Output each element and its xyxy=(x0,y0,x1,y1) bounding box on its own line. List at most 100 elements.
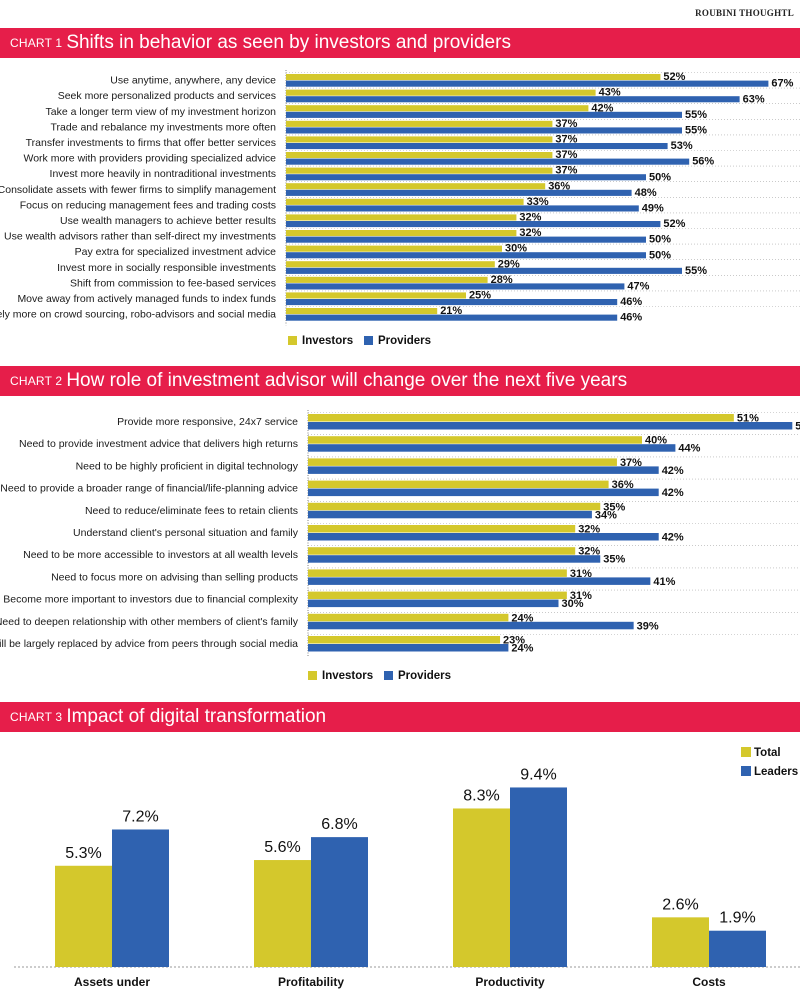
chart2-title-banner: CHART 2 How role of investment advisor w… xyxy=(0,366,800,396)
bar-providers xyxy=(308,555,601,563)
category-label: Invest more in socially responsible inve… xyxy=(57,262,276,274)
bar-providers xyxy=(286,252,646,259)
data-label-investors: 51% xyxy=(737,413,759,425)
bar-providers xyxy=(286,96,740,103)
data-label-investors: 36% xyxy=(612,479,634,491)
data-label-providers: 56% xyxy=(692,156,714,168)
data-label-investors: 25% xyxy=(469,290,491,302)
chart1-tag: CHART 1 xyxy=(10,36,63,50)
data-label-providers: 58% xyxy=(795,421,800,433)
category-label: Transfer investments to firms that offer… xyxy=(26,137,276,149)
category-label: Work more with providers providing speci… xyxy=(24,153,277,165)
category-label: Provide more responsive, 24x7 service xyxy=(117,416,298,428)
bar-investors xyxy=(308,636,501,644)
data-label-providers: 48% xyxy=(635,187,657,199)
data-label-investors: 31% xyxy=(570,590,592,602)
bar-providers xyxy=(286,205,639,212)
category-label: Need to reduce/eliminate fees to retain … xyxy=(85,505,298,517)
data-label-providers: 50% xyxy=(649,171,671,183)
bar-investors xyxy=(308,436,642,444)
bar-providers xyxy=(308,533,659,541)
data-label-providers: 47% xyxy=(627,281,649,293)
legend-swatch-leaders xyxy=(741,766,751,776)
category-label: Profitability xyxy=(278,975,344,989)
category-label: Take a longer term view of my investment… xyxy=(45,106,276,118)
category-label: Understand client's personal situation a… xyxy=(73,527,299,539)
data-label-investors: 35% xyxy=(603,501,625,513)
bar-investors xyxy=(308,502,601,511)
category-label: Need to be more accessible to investors … xyxy=(23,549,298,561)
bar-providers xyxy=(286,189,632,196)
legend-label-providers: Providers xyxy=(378,335,431,347)
data-label-providers: 41% xyxy=(653,576,675,588)
data-label-investors: 33% xyxy=(527,196,549,208)
data-label-investors: 37% xyxy=(555,134,577,146)
bar-providers xyxy=(308,577,651,585)
data-label-investors: 37% xyxy=(620,457,642,469)
bar-leaders xyxy=(311,837,368,967)
data-label-total: 2.6% xyxy=(662,896,698,913)
bar-providers xyxy=(308,644,509,652)
bar-providers xyxy=(286,267,682,274)
chart1-plot: Use anytime, anywhere, any device 52% 67% S… xyxy=(0,70,800,347)
category-label: Pay extra for specialized investment adv… xyxy=(75,246,277,258)
data-label-providers: 50% xyxy=(649,249,671,261)
data-label-providers: 52% xyxy=(663,218,685,230)
bar-investors xyxy=(308,480,609,489)
category-label: Will be largely replaced by advice from … xyxy=(0,638,298,650)
data-label-providers: 39% xyxy=(637,620,659,632)
bar-investors xyxy=(308,613,509,622)
legend-label-leaders: Leaders xyxy=(754,766,798,778)
data-label-investors: 36% xyxy=(548,180,570,192)
data-label-investors: 43% xyxy=(599,87,621,99)
bar-investors xyxy=(308,569,567,577)
data-label-providers: 63% xyxy=(743,93,765,105)
data-label-total: 8.3% xyxy=(463,787,499,804)
bar-providers xyxy=(308,488,659,497)
legend-swatch-providers xyxy=(384,671,393,680)
data-label-investors: 32% xyxy=(519,212,541,224)
bar-providers xyxy=(308,599,559,608)
data-label-providers: 55% xyxy=(685,125,707,137)
category-label: Need to focus more on advising than sell… xyxy=(51,571,298,583)
bar-investors xyxy=(286,152,553,159)
category-label: Invest more heavily in nontraditional in… xyxy=(50,168,276,180)
chart3-title-banner: CHART 3 Impact of digital transformation xyxy=(0,702,800,732)
data-label-providers: 55% xyxy=(685,109,707,121)
data-label-investors: 52% xyxy=(663,71,685,83)
data-label-investors: 28% xyxy=(491,274,513,286)
publisher-brand: ROUBINI THOUGHTL xyxy=(695,8,794,18)
bar-investors xyxy=(286,74,661,81)
category-label: Need to deepen relationship with other m… xyxy=(0,616,299,628)
bar-providers xyxy=(308,444,676,452)
data-label-investors: 37% xyxy=(555,165,577,177)
data-label-investors: 23% xyxy=(503,635,525,647)
category-label: Need to be highly proficient in digital … xyxy=(76,460,299,472)
bar-investors xyxy=(286,276,488,283)
data-label-leaders: 6.8% xyxy=(321,816,357,833)
bar-investors xyxy=(286,136,553,143)
bar-providers xyxy=(308,422,793,430)
legend-label-providers: Providers xyxy=(398,670,451,682)
category-label: Use wealth advisors rather than self-dir… xyxy=(4,231,276,243)
bar-investors xyxy=(286,198,524,205)
bar-investors xyxy=(286,261,495,268)
legend-swatch-investors xyxy=(308,671,317,680)
bar-total xyxy=(453,808,510,967)
category-label: Trade and rebalance my investments more … xyxy=(51,121,277,133)
category-label: Costs xyxy=(692,975,726,989)
category-label: Shift from commission to fee-based servi… xyxy=(70,277,276,289)
bar-investors xyxy=(286,105,589,112)
data-label-investors: 37% xyxy=(555,149,577,161)
data-label-providers: 50% xyxy=(649,234,671,246)
data-label-providers: 42% xyxy=(662,532,684,544)
bar-providers xyxy=(286,127,682,134)
bar-investors xyxy=(308,414,734,422)
bar-providers xyxy=(286,80,769,87)
bar-total xyxy=(652,917,709,967)
bar-providers xyxy=(286,283,625,290)
chart2: Provide more responsive, 24x7 service 51%… xyxy=(0,400,800,690)
bar-total xyxy=(254,860,311,967)
category-label: Use anytime, anywhere, any device xyxy=(110,75,276,87)
data-label-leaders: 7.2% xyxy=(122,808,158,825)
